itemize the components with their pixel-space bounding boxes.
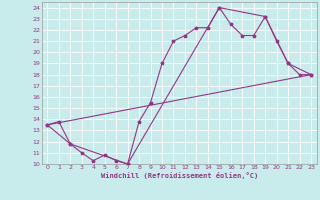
X-axis label: Windchill (Refroidissement éolien,°C): Windchill (Refroidissement éolien,°C) bbox=[100, 172, 258, 179]
